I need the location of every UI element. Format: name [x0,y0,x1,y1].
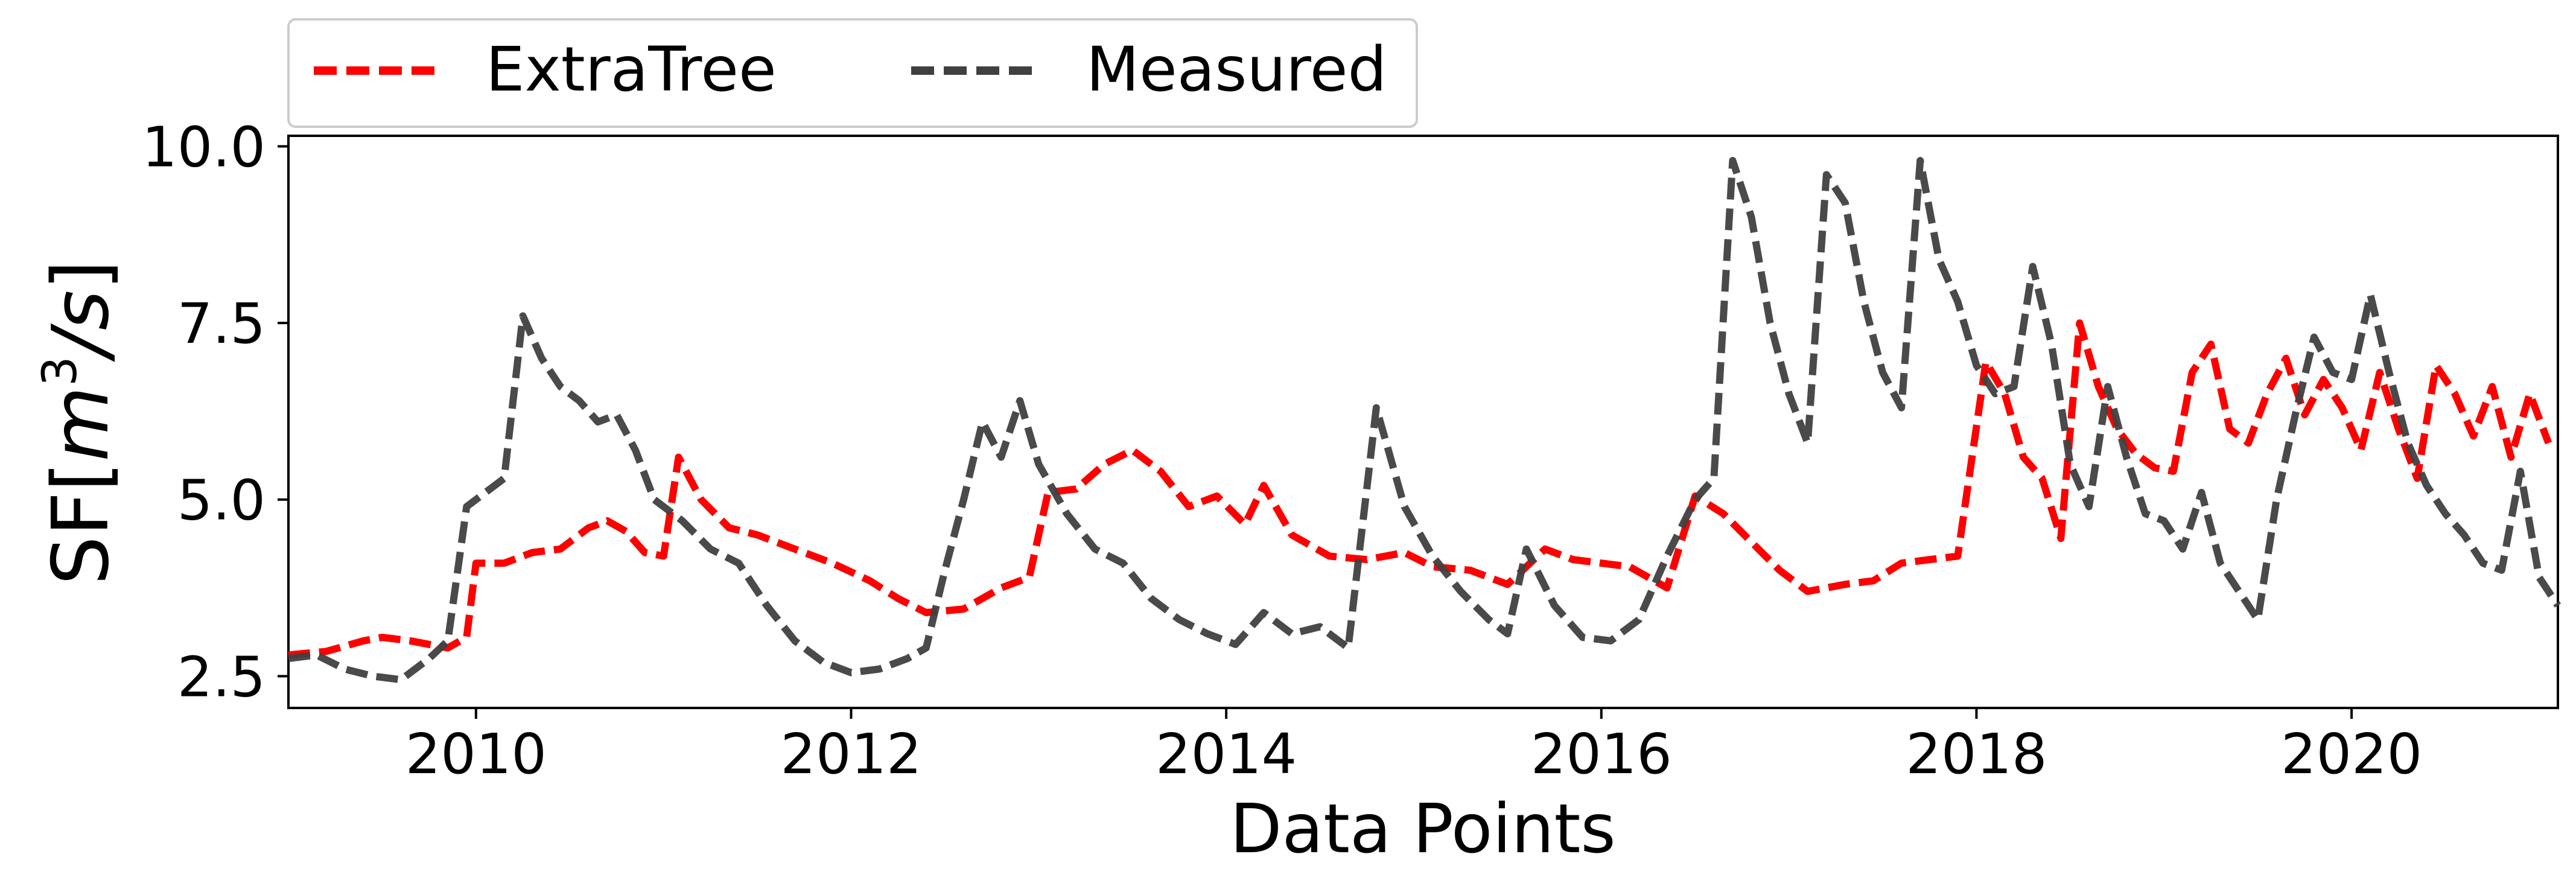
y-tick-label-7_5: 7.5 [177,292,266,356]
y-tick-label-10: 10.0 [142,115,266,180]
x-tick-label-2014: 2014 [1156,722,1297,786]
series-line-extratree [288,319,2552,659]
plot-frame [287,135,2559,709]
x-tick-label-2020: 2020 [2281,722,2422,786]
series-line-measured [288,157,2561,684]
series-layer [288,157,2561,684]
y-tick-label-5: 5.0 [177,468,266,533]
x-axis-label: Data Points [1230,790,1615,868]
y-axis-label: SF[m3/s] [33,260,126,585]
x-axis: 2010 2012 2014 2016 2018 2020 [405,708,2422,786]
legend-frame [287,18,1418,128]
y-tick-label-2_5: 2.5 [177,645,266,709]
x-tick-label-2018: 2018 [1906,722,2047,786]
plot-area [287,135,2561,709]
legend: ExtraTree Measured [287,18,1418,128]
legend-label-measured: Measured [1086,34,1387,106]
legend-label-extratree: ExtraTree [486,34,777,106]
x-tick-label-2016: 2016 [1531,722,1672,786]
x-tick-label-2012: 2012 [780,722,921,786]
x-tick-label-2010: 2010 [405,722,547,786]
y-axis: 2.5 5.0 7.5 10.0 [142,115,288,709]
